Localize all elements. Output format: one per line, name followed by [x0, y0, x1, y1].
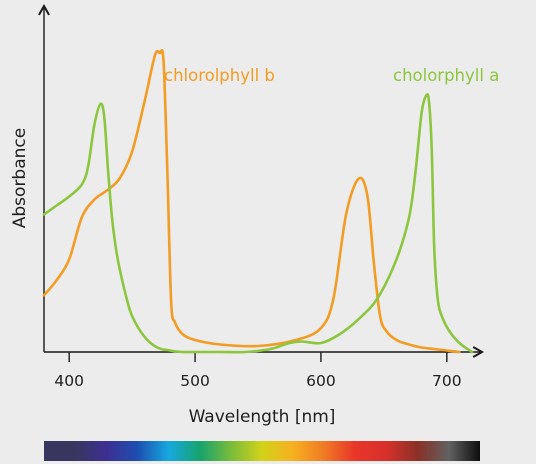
x-axis-title: Wavelength [nm]	[189, 407, 336, 427]
series-curves	[42, 49, 474, 354]
chlorophyll-b-curve	[42, 49, 461, 354]
visible-spectrum-bar	[44, 441, 480, 461]
x-tick-label-400: 400	[54, 372, 84, 390]
x-tick-label-600: 600	[306, 372, 336, 390]
x-ticks: 400 500 600 700	[54, 352, 462, 390]
series-label-chlorophyll-a: cholorphyll a	[393, 66, 499, 85]
y-axis-title: Absorbance	[10, 128, 30, 228]
x-tick-label-700: 700	[432, 372, 462, 390]
series-label-chlorophyll-b: chlorolphyll b	[164, 66, 275, 85]
x-tick-label-500: 500	[180, 372, 210, 390]
chlorophyll-a-curve	[42, 93, 474, 354]
